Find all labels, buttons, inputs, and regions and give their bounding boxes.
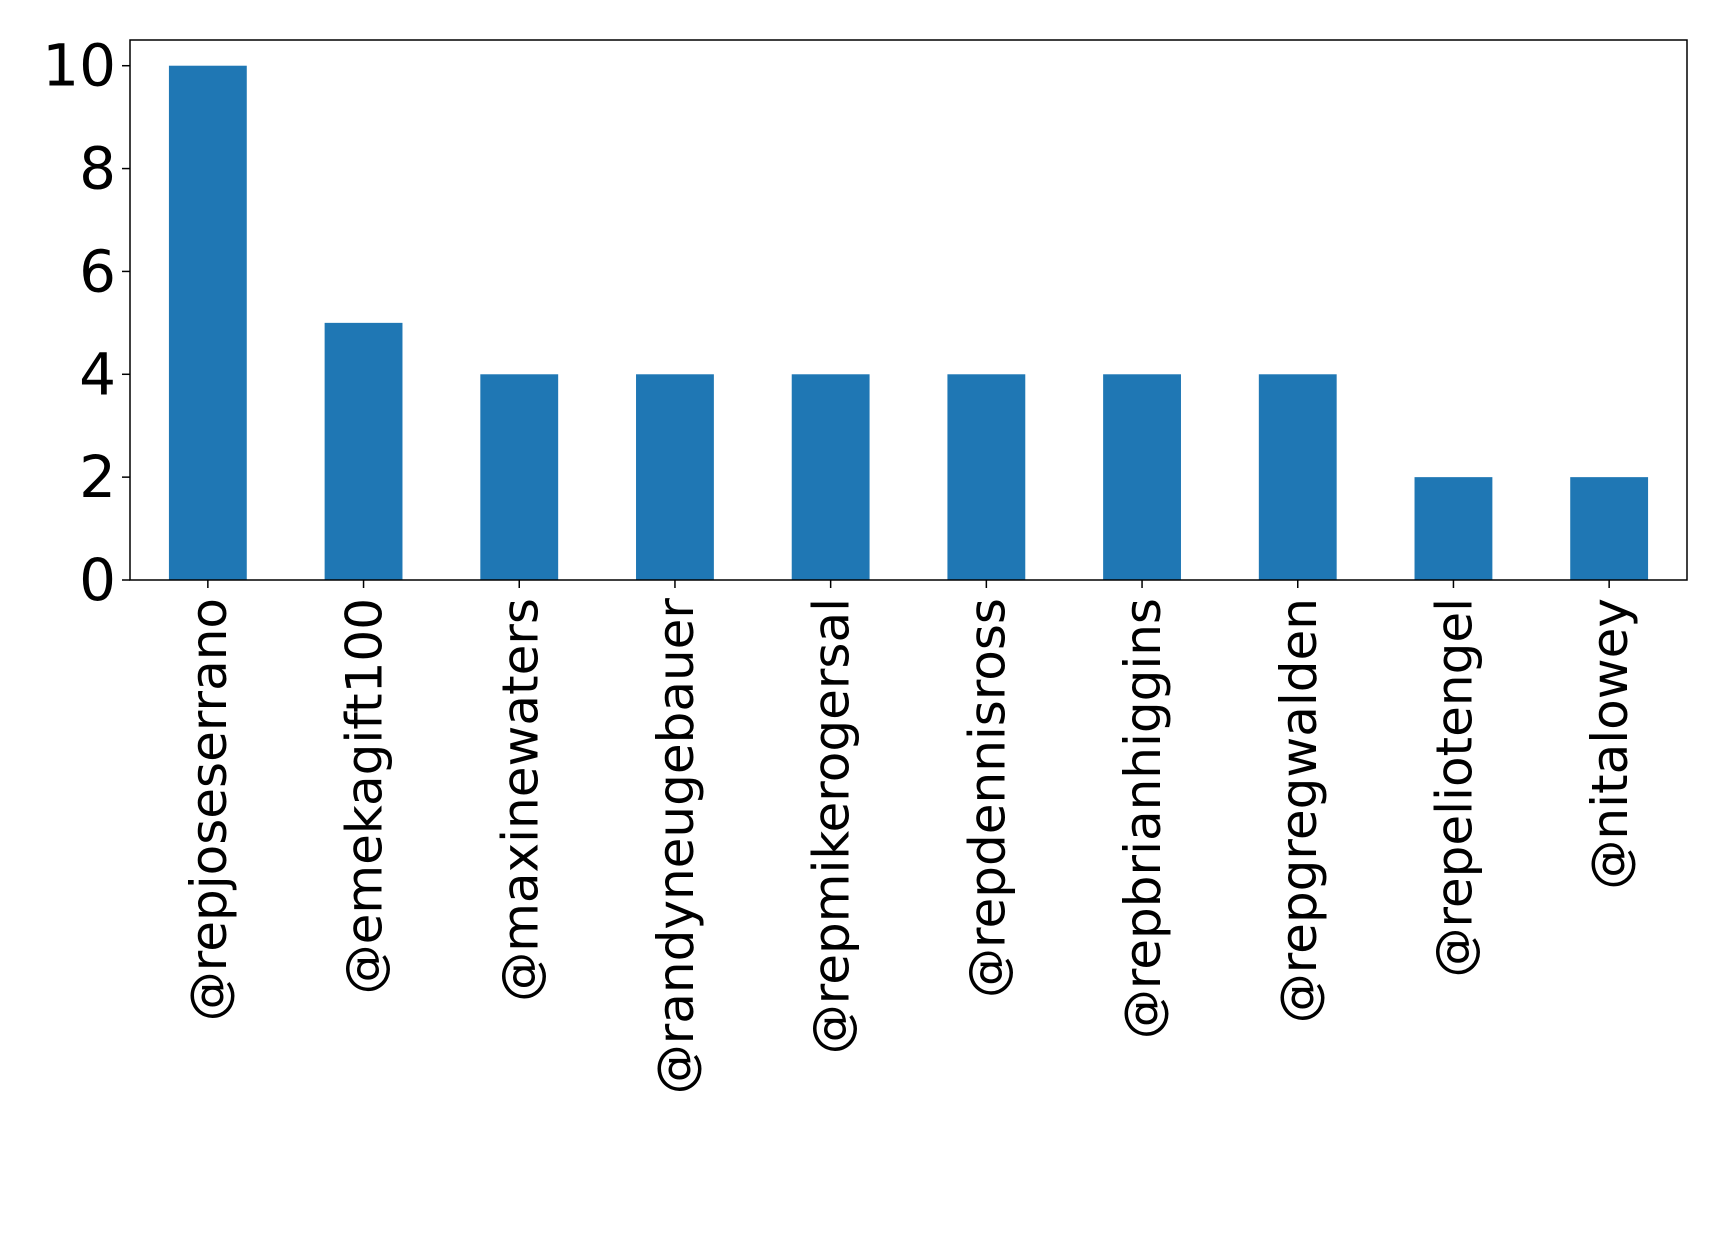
plot-area-frame [129,39,1688,581]
y-tick-label: 2 [79,443,116,511]
y-axis-ticks: 0 2 4 6 8 10 [42,32,130,614]
bars [168,65,1649,580]
bar-7 [1258,374,1337,580]
x-tick-label: @nitalowey [1581,598,1639,890]
bar-4 [791,374,870,580]
x-axis-ticks: @repjoseserrano @emekagift100 @maxinewater… [180,580,1639,1094]
y-tick-label: 8 [79,135,116,203]
bar-0 [168,65,247,580]
bar-2 [480,374,559,580]
bar-8 [1414,477,1493,580]
x-tick-label: @repdennisross [958,598,1016,998]
x-tick-label: @maxinewaters [491,598,549,1002]
y-tick-label: 4 [79,340,116,408]
y-tick-label: 10 [42,32,116,100]
x-tick-label: @repgregwalden [1270,598,1328,1023]
x-tick-label: @repbrianhiggins [1114,598,1172,1039]
bar-5 [947,374,1026,580]
x-tick-label: @repmikerogersal [803,598,861,1054]
bar-9 [1570,477,1649,580]
bar-3 [636,374,714,580]
y-tick-label: 6 [79,237,116,305]
bar-1 [324,322,403,580]
x-tick-label: @repjoseserrano [180,598,238,1021]
x-tick-label: @repeliotengel [1425,598,1483,978]
bar-6 [1103,374,1181,580]
x-tick-label: @randyneugebauer [647,598,705,1095]
y-tick-label: 0 [79,546,116,614]
x-tick-label: @emekagift100 [336,598,394,994]
